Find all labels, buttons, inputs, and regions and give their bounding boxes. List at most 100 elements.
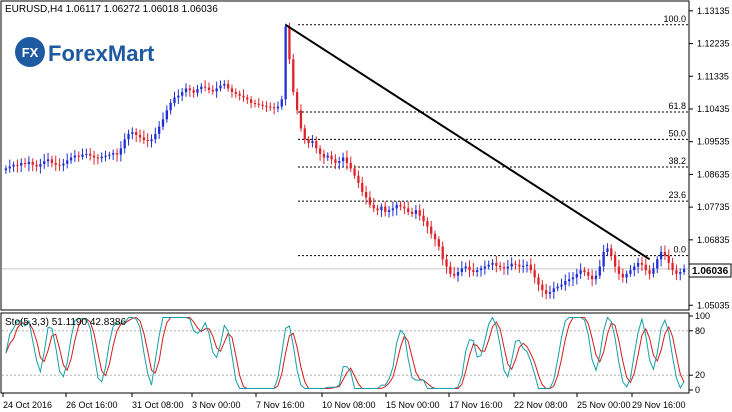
- candle-body: [656, 259, 659, 269]
- stochastic-axis: 100 80 20 0: [689, 311, 710, 395]
- candle-body: [299, 110, 303, 129]
- candle-body: [158, 126, 161, 134]
- candle-body: [66, 160, 69, 164]
- candle-body: [272, 107, 276, 109]
- candle-body: [20, 162, 23, 166]
- candle-body: [633, 266, 636, 271]
- candle-body: [12, 164, 15, 167]
- candle-body: [502, 267, 506, 269]
- candle-body: [31, 161, 34, 165]
- candle-body: [602, 252, 605, 267]
- time-tick-label: 26 Oct 16:00: [66, 400, 118, 410]
- candle-body: [426, 221, 429, 227]
- candle-body: [135, 132, 138, 135]
- stochastic-title: Sto(5,3,3) 51.1190 42.8386: [5, 317, 126, 328]
- trendline-layer: [285, 23, 651, 261]
- candle-body: [445, 259, 448, 267]
- candle-body: [506, 266, 509, 269]
- candle-body: [211, 89, 214, 92]
- candle-body: [537, 277, 540, 285]
- candle-body: [4, 168, 8, 171]
- candle-body: [529, 264, 532, 271]
- candle-body: [142, 137, 145, 141]
- candle-body: [39, 164, 42, 167]
- candle-body: [23, 162, 27, 165]
- candle-body: [35, 164, 38, 167]
- candle-body: [682, 269, 686, 273]
- candle-body: [131, 132, 134, 134]
- current-price-marker: 1.06036: [688, 263, 732, 278]
- candle-body: [648, 270, 651, 274]
- candle-body: [617, 266, 621, 274]
- candle-body: [483, 266, 486, 269]
- candle-body: [58, 164, 61, 166]
- candle-body: [269, 106, 272, 108]
- candle-body: [410, 212, 414, 214]
- candle-body: [460, 268, 464, 273]
- candle-body: [27, 161, 31, 165]
- candle-body: [556, 286, 559, 289]
- candle-body: [433, 233, 437, 240]
- candle-body: [587, 272, 590, 276]
- candle-body: [288, 26, 291, 60]
- stochastic-lines: [2, 316, 688, 390]
- time-tick-label: 3 Nov 00:00: [192, 400, 241, 410]
- candle-body: [541, 284, 544, 291]
- candle-body: [92, 155, 96, 158]
- candle-body: [334, 159, 337, 163]
- candle-body: [261, 104, 264, 106]
- candle-body: [567, 279, 571, 282]
- time-tick-label: 31 Oct 08:00: [132, 400, 184, 410]
- candle-body: [671, 262, 674, 271]
- candle-body: [96, 157, 100, 159]
- candle-body: [165, 110, 168, 120]
- candle-body: [173, 97, 176, 103]
- candle-body: [510, 263, 513, 267]
- fib-level-label: 100.0: [663, 14, 686, 24]
- candle-body: [16, 164, 19, 166]
- candle-body: [514, 263, 517, 265]
- candle-body: [525, 264, 529, 266]
- candle-body: [418, 210, 421, 216]
- candle-body: [215, 88, 218, 92]
- candle-body: [353, 168, 356, 176]
- candle-body: [307, 139, 310, 143]
- candle-body: [257, 103, 260, 105]
- candle-body: [154, 133, 157, 140]
- candle-body: [54, 162, 57, 165]
- candle-body: [177, 95, 180, 98]
- candle-body: [249, 99, 253, 103]
- candle-body: [652, 268, 655, 274]
- candle-body: [242, 95, 245, 98]
- candle-body: [590, 275, 594, 280]
- candle-body: [372, 204, 375, 209]
- candle-body: [598, 266, 601, 276]
- fib-level-label: 38.2: [668, 156, 686, 166]
- candle-body: [391, 208, 395, 211]
- candle-body: [476, 270, 479, 273]
- candle-body: [487, 264, 490, 267]
- candle-body: [491, 262, 494, 265]
- candle-body: [341, 157, 345, 162]
- price-tick-label: 1.08635: [697, 169, 730, 179]
- current-price-label: 1.06036: [692, 266, 729, 277]
- fib-level-label: 23.6: [668, 190, 686, 200]
- candle-body: [575, 273, 578, 278]
- forexmart-logo: FX ForexMart: [15, 37, 155, 67]
- candle-body: [368, 197, 372, 205]
- candle-body: [315, 141, 318, 149]
- candle-body: [387, 210, 391, 213]
- stochastic-signal-line: [5, 316, 685, 389]
- candle-body: [395, 204, 398, 209]
- candle-body: [384, 206, 387, 213]
- time-tick-label: 29 Nov 16:00: [632, 400, 686, 410]
- candle-body: [77, 155, 80, 157]
- candle-body: [127, 133, 130, 140]
- candle-body: [46, 159, 50, 162]
- candle-body: [219, 85, 222, 89]
- candle-body: [89, 153, 92, 156]
- candle-body: [640, 262, 644, 265]
- time-tick-label: 22 Nov 08:00: [514, 400, 568, 410]
- candle-body: [85, 153, 88, 155]
- candle-body: [338, 161, 341, 163]
